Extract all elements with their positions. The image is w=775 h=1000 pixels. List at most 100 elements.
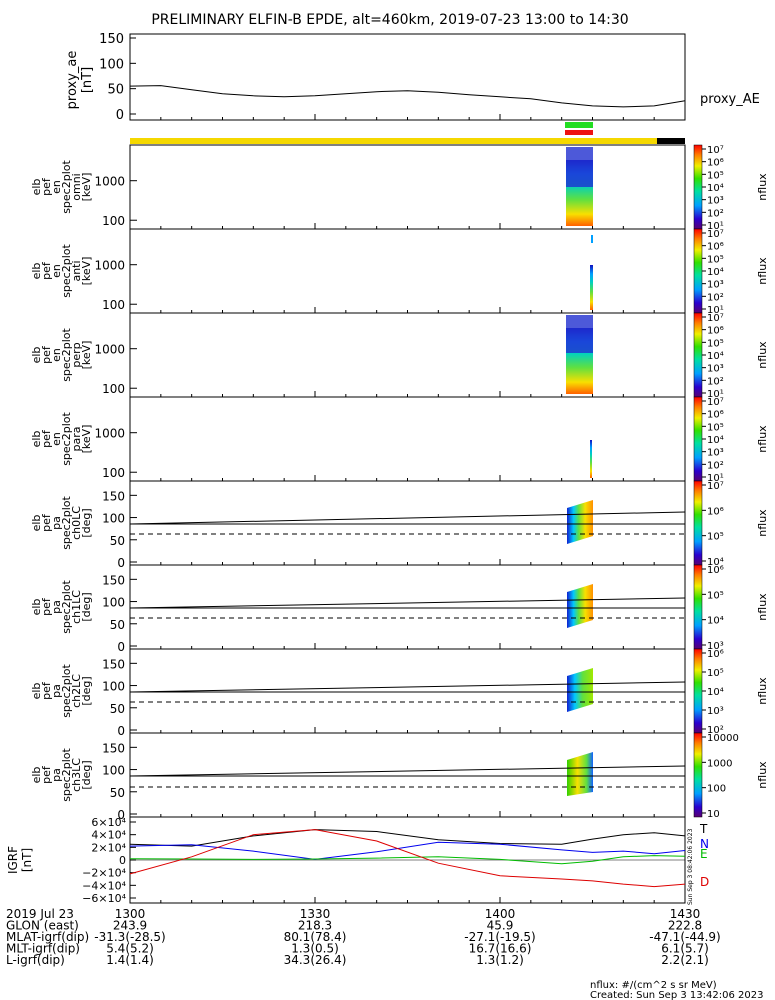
perp-ylabel-4: spec2plot (60, 328, 73, 382)
y-tick-label: 0 (116, 108, 124, 123)
para-axis: 1000 100 (94, 427, 686, 481)
igrf-legend-T: T (699, 822, 708, 836)
y-tick-label: 100 (102, 680, 125, 694)
colorbar-label: 10⁷ (707, 313, 724, 324)
colorbar (693, 480, 703, 566)
pa-panel-ch3: 150 100 50 0 elb pef pa spec2plot ch3LC [de… (30, 732, 686, 822)
proxy-ae-panel: 150 100 50 0 proxy_AE proxy_ae [nT] (65, 32, 760, 123)
anti-ylabel-2: pef (40, 261, 53, 280)
footer-row-label: L-igrf(dip) (6, 953, 65, 967)
y-tick-label: 1000 (94, 175, 125, 189)
proxy-ae-ylabel-2: [nT] (80, 67, 95, 93)
colorbar-label: 10⁷ (707, 145, 724, 156)
ch3-axis: 150 100 50 0 (102, 741, 686, 822)
colorbar (693, 144, 703, 230)
anti-ylabel-3: en (50, 264, 63, 278)
omni-ylabel-5: omni (70, 173, 83, 200)
y-tick-label: 0 (117, 724, 125, 738)
colorbar-label: 10⁴ (707, 351, 724, 362)
footer-value: -47.1(-44.9) (649, 930, 720, 944)
ch2-ylabel-2: pef (40, 681, 53, 700)
colorbar-label: 10⁵ (707, 532, 724, 543)
colorbar-title: nflux (756, 593, 769, 621)
igrf-line-N (129, 841, 686, 860)
pa-panel-ch2: 150 100 50 0 elb pef pa spec2plot ch2LC [de… (30, 648, 686, 738)
igrf-legend-E: E (700, 847, 708, 861)
omni-spectrogram-noise (566, 147, 593, 187)
y-tick-label: 100 (102, 512, 125, 526)
footer-value: 1400 (485, 907, 516, 921)
footer-value: 1.3(1.2) (476, 953, 524, 967)
igrf-ylabel-2: [nT] (20, 848, 34, 872)
pa-panel-ch0: 150 100 50 0 elb pef pa spec2plot ch0LC [de… (30, 480, 686, 570)
colorbar-label: 10² (707, 725, 724, 736)
indicator-green-bar (565, 122, 593, 128)
colorbar-label: 10⁷ (707, 397, 724, 408)
colorbar-label: 10³ (707, 280, 724, 291)
ch0-ylabel-2: pef (40, 513, 53, 532)
yellow-status-bar (130, 138, 657, 144)
ch2-spectrogram (567, 668, 593, 712)
colorbar-label: 10² (707, 460, 724, 471)
footer-value: 2.2(2.1) (661, 953, 709, 967)
igrf-legend-D: D (700, 875, 709, 889)
colorbar-label: 10⁴ (707, 183, 724, 194)
ch2-ylabel-4: spec2plot (60, 664, 73, 718)
footer-value: 243.9 (113, 919, 147, 933)
y-tick-label: 150 (102, 741, 125, 755)
spec-panel-perp: 1000 100 elb pef en spec2plot perp [keV] (30, 312, 686, 398)
anti-ylabel-5: anti (70, 260, 83, 281)
ch0-ylabel-1: elb (30, 515, 43, 532)
colorbar-label: 10³ (707, 196, 724, 207)
ch3-ylabel-2: pef (40, 765, 53, 784)
y-tick-label: 6×10⁴ (91, 816, 126, 829)
status-bars (130, 122, 685, 144)
y-tick-label: 0 (117, 640, 125, 654)
ch1-ylabel-2: pef (40, 597, 53, 616)
colorbar-label: 10⁶ (707, 242, 724, 253)
colorbar-label: 10¹ (707, 389, 724, 400)
footer-value: -27.1(-19.5) (464, 930, 535, 944)
colorbar-title: nflux (756, 425, 769, 453)
para-ylabel-5: para (70, 427, 83, 452)
perp-ylabel-1: elb (30, 347, 43, 364)
colorbar-label: 10⁶ (707, 410, 724, 421)
y-tick-label: 50 (110, 786, 125, 800)
footer-value: 45.9 (487, 919, 514, 933)
colorbar-label: 10⁶ (707, 506, 724, 517)
colorbar-label: 10⁵ (707, 590, 724, 601)
footer-value: 1430 (670, 907, 701, 921)
para-ylabel-4: spec2plot (60, 412, 73, 466)
ephemeris-footer: 2019 Jul 23 1300 1330 1400 1430 GLON (east) 24… (6, 907, 721, 967)
colorbar-label: 10⁶ (707, 158, 724, 169)
y-tick-label: 100 (102, 214, 125, 228)
colorbar-label: 10⁴ (707, 616, 724, 627)
ch2-ylabel-6: [deg] (80, 676, 93, 705)
footer-value: 5.4(5.2) (106, 942, 154, 956)
ch1-ylabel-3: pa (50, 600, 63, 614)
omni-ylabel-1: elb (30, 179, 43, 196)
y-tick-label: 0 (119, 854, 126, 867)
footer-row-label: 2019 Jul 23 (6, 907, 74, 921)
footer-value: 6.1(5.7) (661, 942, 709, 956)
colorbar (693, 732, 703, 818)
perp-ylabel-5: perp (70, 342, 83, 367)
y-tick-label: 100 (99, 57, 124, 72)
ch0-upper-limit (129, 511, 686, 525)
colorbar-label: 10⁵ (707, 254, 724, 265)
perp-ylabel-3: en (50, 348, 63, 362)
footer-value: -31.3(-28.5) (94, 930, 165, 944)
indicator-red-bar (565, 130, 593, 135)
footer-value: 1.3(0.5) (291, 942, 339, 956)
footer-value: 80.1(78.4) (284, 930, 347, 944)
colorbar (693, 648, 703, 734)
y-tick-label: 100 (102, 382, 125, 396)
y-tick-label: 100 (102, 466, 125, 480)
footer-row-label: MLT-igrf(dip) (6, 942, 80, 956)
colorbar-label: 10⁵ (707, 668, 724, 679)
colorbar-label: 100 (707, 784, 726, 795)
colorbar-label: 10 (707, 809, 720, 820)
anti-ylabel-1: elb (30, 263, 43, 280)
y-tick-label: 150 (99, 32, 124, 47)
